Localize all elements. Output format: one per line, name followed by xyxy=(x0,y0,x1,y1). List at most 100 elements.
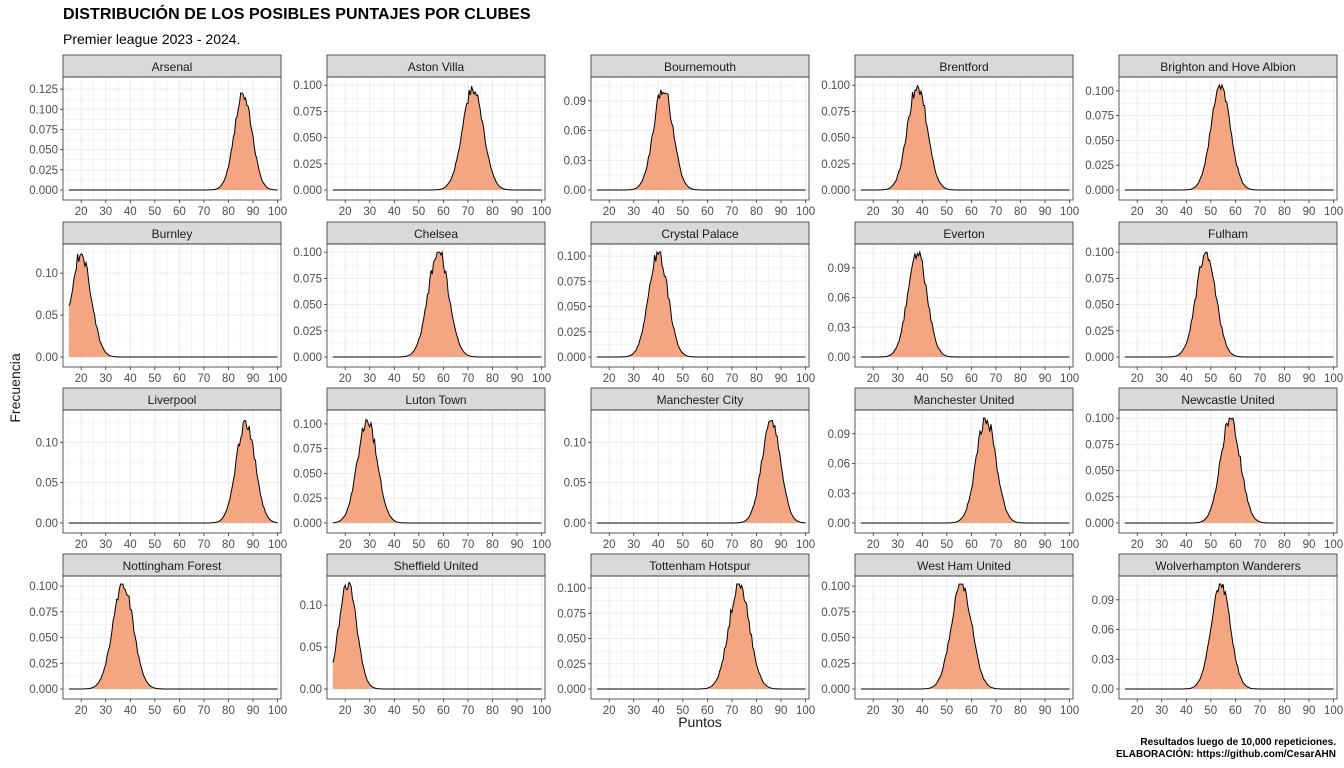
y-tick-label: 0.000 xyxy=(293,352,322,364)
x-tick-label: 20 xyxy=(339,705,352,717)
x-tick-label: 20 xyxy=(75,705,88,717)
x-tick-label: 90 xyxy=(511,373,524,385)
x-tick-label: 50 xyxy=(412,705,425,717)
x-tick-label: 90 xyxy=(1039,206,1052,218)
x-tick-label: 20 xyxy=(75,373,88,385)
y-tick-label: 0.025 xyxy=(29,165,58,177)
x-tick-label: 30 xyxy=(1155,705,1168,717)
x-tick-label: 100 xyxy=(1060,539,1079,551)
y-tick-label: 0.000 xyxy=(293,185,322,197)
density-area xyxy=(332,419,542,523)
density-line xyxy=(860,583,1070,690)
y-tick-label: 0.06 xyxy=(1092,625,1114,637)
x-tick-label: 90 xyxy=(247,705,260,717)
y-tick-label: 0.050 xyxy=(1085,466,1114,478)
x-axis-title: Puntos xyxy=(678,714,722,730)
x-tick-label: 90 xyxy=(247,206,260,218)
x-tick-label: 90 xyxy=(1303,539,1316,551)
y-tick-label: 0.025 xyxy=(821,658,850,670)
y-tick-label: 0.050 xyxy=(821,633,850,645)
y-tick-label: 0.09 xyxy=(1092,595,1114,607)
x-tick-label: 60 xyxy=(965,705,978,717)
x-tick-label: 50 xyxy=(676,539,689,551)
x-tick-label: 20 xyxy=(867,539,880,551)
facet-strip-label: Crystal Palace xyxy=(661,227,739,241)
x-tick-label: 80 xyxy=(222,539,235,551)
facet-strip-label: Burnley xyxy=(152,227,193,241)
x-tick-label: 40 xyxy=(652,206,665,218)
facet-strip-label: Brentford xyxy=(939,60,988,74)
y-tick-label: 0.100 xyxy=(293,80,322,92)
y-tick-label: 0.025 xyxy=(1085,160,1114,172)
x-tick-label: 20 xyxy=(1131,373,1144,385)
facet-strip-label: Fulham xyxy=(1208,227,1248,241)
x-tick-label: 20 xyxy=(867,206,880,218)
y-tick-label: 0.075 xyxy=(821,607,850,619)
x-tick-label: 80 xyxy=(1278,373,1291,385)
y-tick-label: 0.09 xyxy=(564,96,586,108)
panel-border xyxy=(1118,243,1338,368)
facet-chelsea: Chelsea 0.000 0.025 0.050 0.075 0.100 20 30 40 50… xyxy=(293,221,551,385)
x-tick-label: 60 xyxy=(173,539,186,551)
facet-strip-label: Manchester City xyxy=(657,393,744,407)
x-tick-label: 80 xyxy=(1014,705,1027,717)
y-tick-label: 0.00 xyxy=(828,352,850,364)
y-tick-label: 0.050 xyxy=(293,133,322,145)
facet-strip-label: Nottingham Forest xyxy=(123,559,222,573)
x-tick-label: 90 xyxy=(1303,373,1316,385)
x-tick-label: 70 xyxy=(990,539,1003,551)
x-tick-label: 80 xyxy=(486,373,499,385)
y-tick-label: 0.100 xyxy=(557,251,586,263)
facet-aston-villa: Aston Villa 0.000 0.025 0.050 0.075 0.100 20 30… xyxy=(293,54,551,218)
x-tick-label: 100 xyxy=(1324,206,1343,218)
y-tick-label: 0.025 xyxy=(293,493,322,505)
x-tick-label: 20 xyxy=(603,206,616,218)
density-area xyxy=(1124,85,1334,190)
y-tick-label: 0.075 xyxy=(29,124,58,136)
y-tick-label: 0.075 xyxy=(1085,111,1114,123)
x-tick-label: 70 xyxy=(198,206,211,218)
y-tick-label: 0.025 xyxy=(557,659,586,671)
x-tick-label: 70 xyxy=(990,373,1003,385)
x-tick-label: 40 xyxy=(652,705,665,717)
y-tick-label: 0.00 xyxy=(1092,684,1114,696)
x-tick-label: 60 xyxy=(437,539,450,551)
panel-border xyxy=(854,76,1074,201)
x-tick-label: 60 xyxy=(965,206,978,218)
density-area xyxy=(596,584,806,689)
x-tick-label: 40 xyxy=(388,206,401,218)
x-tick-label: 80 xyxy=(750,705,763,717)
density-line xyxy=(332,581,542,690)
x-tick-label: 70 xyxy=(1254,373,1267,385)
y-tick-label: 0.100 xyxy=(1085,247,1114,259)
y-tick-label: 0.025 xyxy=(293,326,322,338)
x-tick-label: 90 xyxy=(1039,373,1052,385)
density-area xyxy=(860,584,1070,689)
facet-newcastle-united: Newcastle United 0.000 0.025 0.050 0.075 0.10… xyxy=(1085,387,1343,551)
panel-border xyxy=(326,409,546,534)
x-tick-label: 100 xyxy=(1060,206,1079,218)
y-tick-label: 0.050 xyxy=(29,633,58,645)
x-tick-label: 30 xyxy=(627,206,640,218)
facet-strip-label: Bournemouth xyxy=(664,60,736,74)
density-area xyxy=(596,252,806,357)
x-tick-label: 50 xyxy=(676,206,689,218)
x-tick-label: 70 xyxy=(462,705,475,717)
y-tick-label: 0.03 xyxy=(828,322,850,334)
y-tick-label: 0.050 xyxy=(29,145,58,157)
x-tick-label: 30 xyxy=(99,206,112,218)
x-tick-label: 80 xyxy=(486,539,499,551)
density-line xyxy=(596,420,806,524)
x-tick-label: 80 xyxy=(750,206,763,218)
caption-line-1: Resultados luego de 10,000 repeticiones. xyxy=(1140,737,1336,748)
x-tick-label: 50 xyxy=(1204,373,1217,385)
x-tick-label: 40 xyxy=(388,705,401,717)
facet-wolverhampton-wanderers: Wolverhampton Wanderers 0.00 0.03 0.06 0.09 2… xyxy=(1092,553,1343,717)
x-tick-label: 30 xyxy=(627,539,640,551)
facet-tottenham-hotspur: Tottenham Hotspur 0.000 0.025 0.050 0.075 0.1… xyxy=(557,553,815,717)
x-tick-label: 20 xyxy=(75,539,88,551)
gridlines xyxy=(855,244,1073,367)
x-tick-label: 70 xyxy=(726,705,739,717)
x-tick-label: 100 xyxy=(268,373,287,385)
x-tick-label: 60 xyxy=(173,373,186,385)
